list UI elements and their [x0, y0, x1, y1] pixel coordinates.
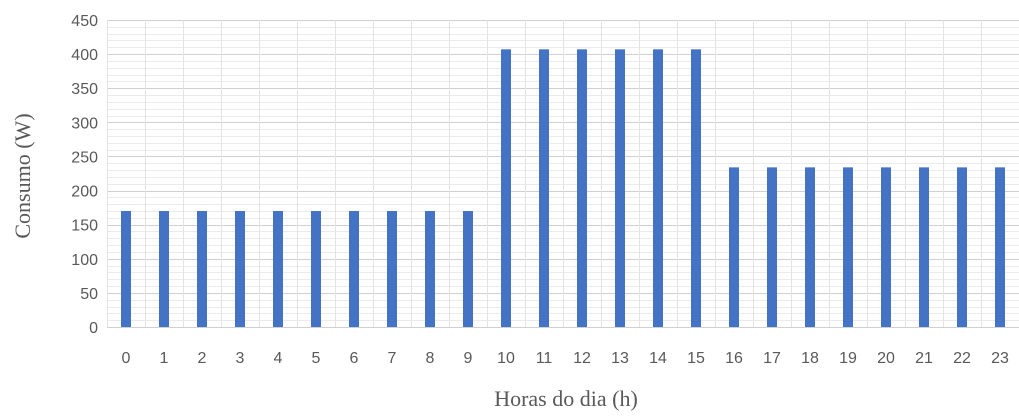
x-tick-label: 17: [763, 350, 781, 367]
bar-12: [577, 49, 587, 327]
x-tick-label: 0: [122, 350, 131, 367]
x-tick-label: 2: [198, 350, 207, 367]
bar-10: [501, 49, 511, 327]
y-axis-ticks: 0 50 100 150 200 250 300 350 400 450: [71, 13, 98, 337]
bar-20: [881, 167, 891, 327]
x-tick-label: 10: [497, 350, 515, 367]
y-tick-label: 450: [71, 13, 98, 30]
x-tick-label: 20: [877, 350, 895, 367]
x-tick-label: 15: [687, 350, 705, 367]
bar-17: [767, 167, 777, 327]
bar-22: [957, 167, 967, 327]
y-tick-label: 400: [71, 47, 98, 64]
bar-21: [919, 167, 929, 327]
bar-8: [425, 211, 435, 327]
bar-3: [235, 211, 245, 327]
bar-18: [805, 167, 815, 327]
bar-7: [387, 211, 397, 327]
bar-9: [463, 211, 473, 327]
bars: [121, 49, 1005, 327]
bar-11: [539, 49, 549, 327]
gridlines: [107, 20, 1019, 328]
x-axis-label: Horas do dia (h): [494, 386, 638, 411]
x-tick-label: 14: [649, 350, 667, 367]
x-tick-label: 5: [312, 350, 321, 367]
x-axis-ticks: 0 1 2 3 4 5 6 7 8 9 10 11 12 13 14 15 16 17 18 19 20 21 22 23: [122, 350, 1009, 367]
x-tick-label: 9: [464, 350, 473, 367]
bar-6: [349, 211, 359, 327]
bar-2: [197, 211, 207, 327]
x-tick-label: 8: [426, 350, 435, 367]
x-tick-label: 18: [801, 350, 819, 367]
y-tick-label: 250: [71, 149, 98, 166]
x-tick-label: 11: [536, 350, 553, 367]
bar-23: [995, 167, 1005, 327]
y-tick-label: 300: [71, 115, 98, 132]
x-tick-label: 6: [350, 350, 359, 367]
y-tick-label: 200: [71, 184, 98, 201]
x-tick-label: 1: [160, 350, 169, 367]
y-tick-label: 100: [71, 252, 98, 269]
x-tick-label: 23: [991, 350, 1009, 367]
bar-13: [615, 49, 625, 327]
bar-1: [159, 211, 169, 327]
bar-0: [121, 211, 131, 327]
bar-4: [273, 211, 283, 327]
x-tick-label: 12: [573, 350, 591, 367]
x-tick-label: 21: [915, 350, 933, 367]
y-tick-label: 0: [89, 320, 98, 337]
x-tick-label: 4: [274, 350, 283, 367]
bar-15: [691, 49, 701, 327]
x-tick-label: 7: [388, 350, 397, 367]
x-tick-label: 3: [236, 350, 245, 367]
y-tick-label: 150: [71, 218, 98, 235]
y-tick-label: 350: [71, 81, 98, 98]
y-axis-label: Consumo (W): [10, 113, 35, 238]
y-tick-label: 50: [80, 286, 98, 303]
x-tick-label: 22: [953, 350, 971, 367]
x-tick-label: 19: [839, 350, 857, 367]
bar-19: [843, 167, 853, 327]
bar-16: [729, 167, 739, 327]
bar-5: [311, 211, 321, 327]
x-tick-label: 13: [611, 350, 629, 367]
x-tick-label: 16: [725, 350, 743, 367]
bar-14: [653, 49, 663, 327]
